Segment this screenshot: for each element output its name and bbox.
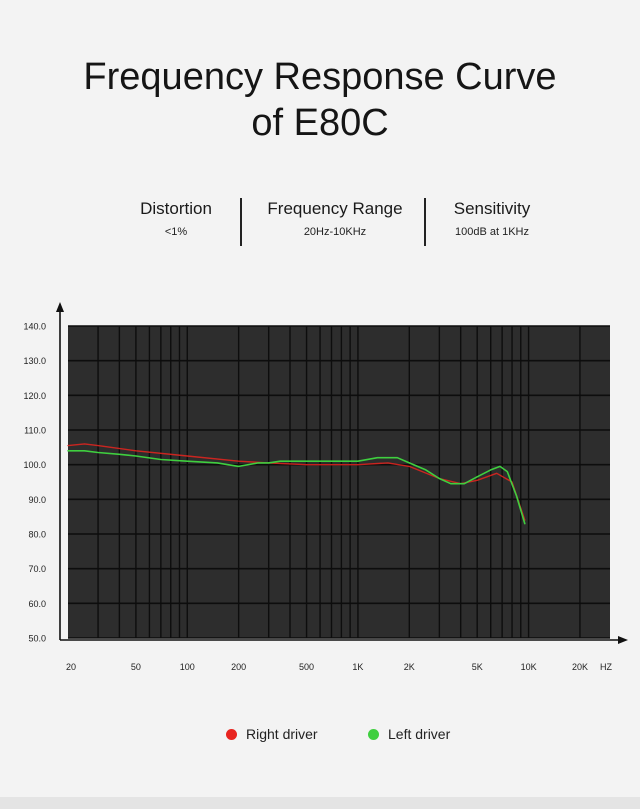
x-tick-label: 2K (404, 662, 415, 672)
x-tick-label: 200 (231, 662, 246, 672)
title-line-1: Frequency Response Curve (83, 56, 557, 98)
spec-sensitivity-value: 100dB at 1KHz (455, 226, 529, 238)
y-tick-label: 120.0 (23, 391, 46, 401)
title-line-2: of E80C (251, 102, 389, 144)
y-axis-arrow-icon (56, 302, 64, 312)
y-tick-label: 140.0 (23, 322, 46, 332)
chart-legend: Right driver Left driver (0, 726, 640, 746)
red-dot-icon (226, 728, 237, 740)
spec-sensitivity-label: Sensitivity (453, 199, 531, 218)
spec-frequency-range-label: Frequency Range (267, 199, 403, 218)
spec-frequency-range-value: 20Hz-10KHz (303, 226, 367, 238)
x-axis-label: HZ (600, 662, 612, 672)
spec-distortion: Distortion <1% (120, 198, 232, 240)
x-tick-label: 10K (521, 662, 537, 672)
x-tick-label: 20 (66, 662, 76, 672)
x-tick-label: 100 (180, 662, 195, 672)
spec-distortion-label: Distortion (140, 199, 212, 218)
x-tick-label: 5K (472, 662, 483, 672)
x-tick-label: 20K (572, 662, 588, 672)
bottom-strip (0, 797, 640, 809)
x-axis-arrow-icon (618, 636, 628, 644)
frequency-response-chart: 140.0 130.0 120.0 110.0 100.0 90.0 80.0 70.0 60.… (23, 302, 628, 672)
y-tick-label: 60.0 (28, 599, 46, 609)
legend-label-right-driver: Right driver (246, 726, 318, 742)
legend-item-left-driver: Left driver (368, 726, 450, 742)
y-tick-label: 70.0 (28, 564, 46, 574)
y-tick-label: 80.0 (28, 530, 46, 540)
x-tick-label: 500 (299, 662, 314, 672)
legend-item-right-driver: Right driver (226, 726, 318, 742)
spec-distortion-value: <1% (164, 226, 188, 238)
y-tick-label: 100.0 (23, 460, 46, 470)
y-tick-label: 130.0 (23, 356, 46, 366)
x-tick-label: 50 (131, 662, 141, 672)
page-title: Frequency Response Curve of E80C (0, 54, 640, 146)
spec-panel: Distortion <1% Frequency Range 20Hz-10KH… (0, 198, 640, 250)
series-line-right-driver (67, 443, 526, 521)
x-tick-label: 1K (352, 662, 363, 672)
y-tick-label: 110.0 (24, 426, 46, 436)
green-dot-icon (368, 728, 379, 740)
series-line-left-driver (67, 450, 526, 525)
spec-divider (424, 198, 426, 246)
spec-divider (240, 198, 242, 246)
spec-frequency-range: Frequency Range 20Hz-10KHz (250, 198, 420, 240)
plot-background (68, 326, 610, 638)
spec-sensitivity: Sensitivity 100dB at 1KHz (432, 198, 552, 240)
legend-label-left-driver: Left driver (388, 726, 451, 742)
y-tick-label: 90.0 (28, 495, 46, 505)
y-tick-label: 50.0 (28, 634, 46, 644)
